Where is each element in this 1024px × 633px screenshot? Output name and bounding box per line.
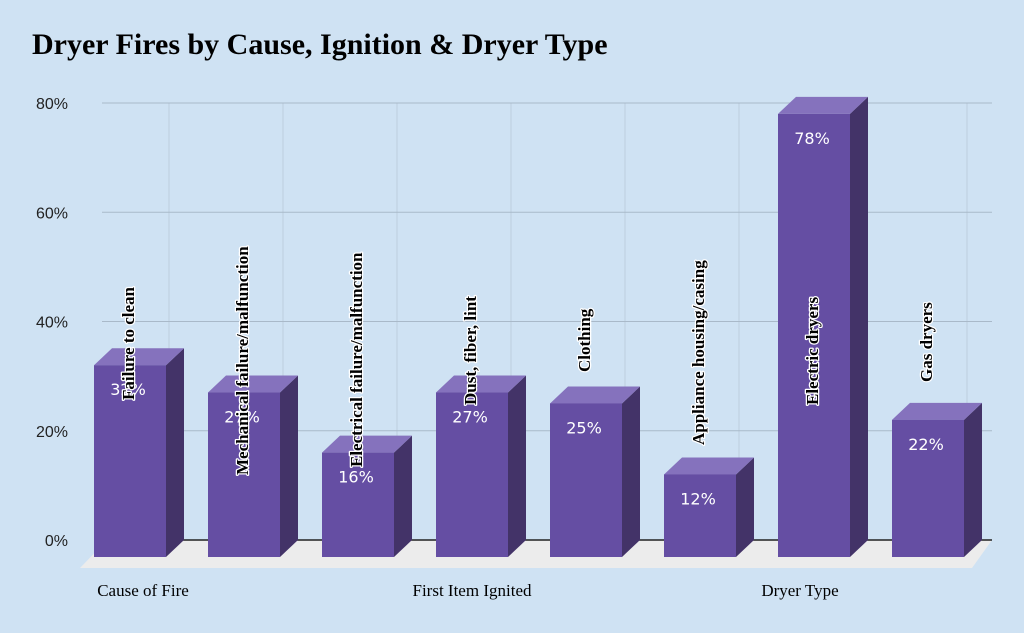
category-label: Electrical failure/malfunction: [347, 252, 366, 467]
bar: [778, 113, 850, 558]
bar-side: [964, 402, 982, 557]
bar-side: [280, 375, 298, 557]
bar-side: [850, 96, 868, 558]
bar-value-label: 27%: [224, 408, 260, 427]
category-label: Dust, fiber, lint: [461, 296, 480, 405]
bar: [94, 365, 166, 557]
bar: [436, 392, 508, 557]
category-label: Failure to clean: [119, 286, 138, 400]
bar-value-label: 25%: [566, 418, 602, 437]
bar-value-label: 22%: [908, 435, 944, 454]
bar-value-label: 78%: [794, 129, 830, 148]
bar: [208, 392, 280, 557]
y-tick-label: 20%: [36, 424, 68, 441]
bar: [322, 452, 394, 557]
bar-value-label: 16%: [338, 468, 374, 487]
bar-top: [664, 457, 754, 475]
bar-side: [622, 386, 640, 557]
category-label: Electric dryers: [803, 297, 822, 405]
y-tick-label: 80%: [36, 96, 68, 113]
bar-top: [436, 375, 526, 393]
bar-value-label: 27%: [452, 408, 488, 427]
bar-top: [322, 435, 412, 453]
category-label: Gas dryers: [917, 302, 936, 382]
bar: [550, 403, 622, 557]
bar-side: [166, 348, 184, 557]
category-label: Clothing: [575, 308, 594, 372]
category-label: Appliance housing/casing: [689, 260, 708, 445]
bar-top: [94, 348, 184, 366]
bar-top: [778, 96, 868, 114]
chart-title: Dryer Fires by Cause, Ignition & Dryer T…: [32, 28, 608, 61]
bar-side: [394, 435, 412, 557]
bar-side: [508, 375, 526, 557]
group-label: Dryer Type: [761, 581, 838, 600]
bar-top: [208, 375, 298, 393]
y-tick-label: 0%: [45, 533, 68, 550]
chart-floor: [80, 540, 992, 568]
category-label: Mechanical failure/malfunction: [233, 246, 252, 475]
bar-top: [550, 386, 640, 404]
bar-value-label: 32%: [110, 380, 146, 399]
bar-side: [736, 457, 754, 557]
bar-top: [892, 402, 982, 420]
bar: [892, 419, 964, 557]
y-tick-label: 40%: [36, 315, 68, 332]
bar-value-label: 12%: [680, 489, 716, 508]
group-label: First Item Ignited: [413, 581, 532, 600]
y-tick-label: 60%: [36, 205, 68, 222]
bar: [664, 474, 736, 557]
group-label: Cause of Fire: [97, 581, 189, 600]
